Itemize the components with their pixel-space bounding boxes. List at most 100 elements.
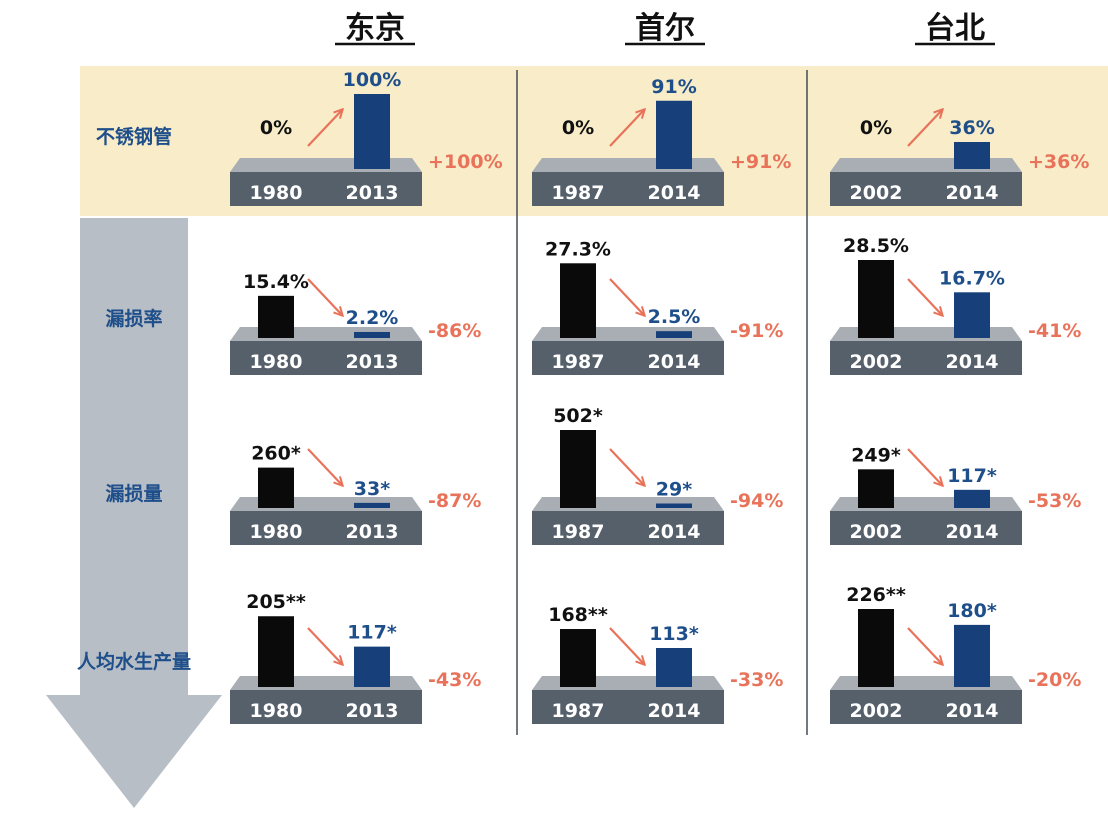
- value-label-old: 28.5%: [843, 235, 909, 257]
- bar-old: [258, 295, 294, 338]
- change-label: -91%: [730, 320, 783, 342]
- change-label: -33%: [730, 669, 783, 691]
- bar-new: [354, 502, 390, 508]
- year-label-to: 2013: [346, 521, 399, 543]
- bar-old: [258, 467, 294, 508]
- city-title: 首尔: [635, 11, 695, 46]
- platform-front: [230, 172, 422, 206]
- value-label-new: 33*: [354, 478, 390, 500]
- year-label-to: 2014: [648, 351, 701, 373]
- bar-old: [560, 430, 596, 508]
- year-label-to: 2014: [946, 700, 999, 722]
- bar-new: [656, 100, 692, 169]
- value-label-new: 113*: [649, 623, 699, 645]
- bar-old: [858, 260, 894, 338]
- value-label-new: 36%: [949, 117, 994, 139]
- platform-front: [830, 172, 1022, 206]
- year-label-from: 1980: [250, 182, 303, 204]
- platform-front: [532, 341, 724, 375]
- value-label-old: 15.4%: [243, 271, 309, 293]
- bar-old: [858, 469, 894, 508]
- year-label-from: 2002: [850, 351, 903, 373]
- value-label-old: 168**: [548, 604, 608, 626]
- value-label-old: 260*: [251, 443, 301, 465]
- change-arrow-icon: [907, 448, 942, 485]
- value-label-old: 0%: [860, 117, 892, 139]
- value-label-new: 29*: [656, 478, 692, 500]
- change-label: -94%: [730, 490, 783, 512]
- platform-top: [830, 158, 1022, 172]
- change-arrow-icon: [907, 110, 942, 147]
- change-arrow-icon: [609, 110, 644, 147]
- bar-old: [560, 263, 596, 338]
- year-label-from: 2002: [850, 700, 903, 722]
- row-label: 漏损率: [105, 307, 162, 330]
- value-label-new: 2.2%: [346, 307, 399, 329]
- change-arrow-icon: [609, 448, 644, 485]
- bar-new: [954, 142, 990, 169]
- bar-new: [954, 292, 990, 338]
- year-label-from: 1987: [552, 351, 605, 373]
- bar-new: [656, 331, 692, 338]
- year-label-from: 1987: [552, 182, 605, 204]
- platform-front: [830, 511, 1022, 545]
- year-label-from: 1987: [552, 521, 605, 543]
- change-arrow-icon: [609, 278, 644, 315]
- year-label-to: 2014: [648, 700, 701, 722]
- value-label-old: 502*: [553, 405, 603, 427]
- bar-new: [656, 503, 692, 508]
- platform-front: [830, 341, 1022, 375]
- bar-new: [354, 94, 390, 169]
- platform-front: [230, 341, 422, 375]
- value-label-new: 2.5%: [648, 306, 701, 328]
- year-label-to: 2014: [946, 182, 999, 204]
- year-label-from: 1980: [250, 521, 303, 543]
- city-title: 东京: [345, 11, 405, 46]
- bar-old: [560, 629, 596, 687]
- change-label: -87%: [428, 490, 481, 512]
- change-label: -41%: [1028, 320, 1081, 342]
- bar-old: [858, 609, 894, 687]
- value-label-old: 27.3%: [545, 238, 611, 260]
- change-label: +36%: [1028, 151, 1089, 173]
- year-label-from: 1987: [552, 700, 605, 722]
- change-arrow-icon: [907, 278, 942, 315]
- year-label-to: 2013: [346, 700, 399, 722]
- year-label-to: 2013: [346, 351, 399, 373]
- change-arrow-icon: [307, 627, 342, 664]
- change-label: +100%: [428, 151, 503, 173]
- platform-front: [230, 690, 422, 724]
- change-label: -86%: [428, 320, 481, 342]
- value-label-new: 100%: [343, 69, 402, 91]
- bar-new: [656, 648, 692, 687]
- change-label: -53%: [1028, 490, 1081, 512]
- year-label-to: 2014: [648, 521, 701, 543]
- bar-new: [954, 624, 990, 687]
- change-arrow-icon: [307, 278, 342, 315]
- platform-front: [532, 690, 724, 724]
- year-label-from: 1980: [250, 700, 303, 722]
- platform-front: [830, 690, 1022, 724]
- year-label-to: 2014: [946, 351, 999, 373]
- value-label-old: 0%: [260, 117, 292, 139]
- value-label-old: 226**: [846, 584, 906, 606]
- value-label-old: 0%: [562, 117, 594, 139]
- platform-front: [532, 172, 724, 206]
- value-label-new: 117*: [347, 622, 397, 644]
- value-label-new: 91%: [651, 76, 696, 98]
- bar-new: [954, 489, 990, 508]
- city-title: 台北: [925, 11, 985, 46]
- change-label: +91%: [730, 151, 791, 173]
- change-label: -20%: [1028, 669, 1081, 691]
- year-label-to: 2014: [946, 521, 999, 543]
- year-label-from: 2002: [850, 182, 903, 204]
- change-label: -43%: [428, 669, 481, 691]
- change-arrow-icon: [307, 110, 342, 147]
- value-label-new: 16.7%: [939, 267, 1005, 289]
- bar-new: [354, 646, 390, 687]
- bar-old: [258, 616, 294, 687]
- value-label-old: 249*: [851, 444, 901, 466]
- platform-front: [532, 511, 724, 545]
